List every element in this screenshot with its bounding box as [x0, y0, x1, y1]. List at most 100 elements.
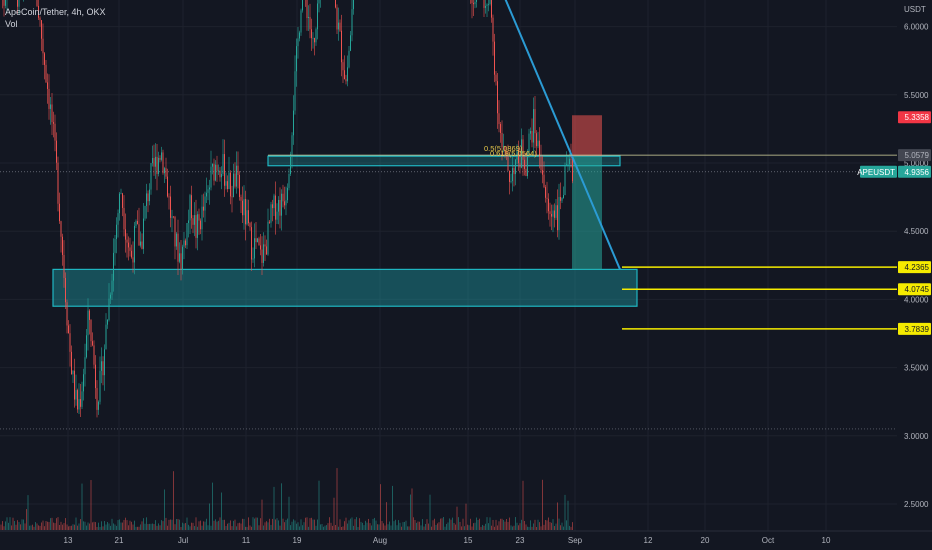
- volume-bar: [266, 521, 267, 530]
- volume-bar: [87, 522, 89, 530]
- resistance-zone: [267, 155, 621, 167]
- volume-bar: [53, 522, 54, 530]
- volume-bar: [36, 523, 38, 530]
- volume-bar: [537, 519, 539, 530]
- volume-bar: [495, 519, 497, 530]
- volume-bar: [305, 517, 306, 530]
- volume-bar: [284, 522, 285, 530]
- candle-body: [518, 149, 519, 164]
- candle-body: [510, 181, 512, 182]
- candle-body: [524, 159, 525, 169]
- candle-body: [174, 216, 176, 247]
- candle-body: [153, 158, 155, 167]
- volume-bar: [360, 521, 362, 530]
- volume-bar: [416, 522, 417, 530]
- volume-bar: [551, 522, 552, 530]
- volume-bar: [161, 520, 162, 530]
- volume-bar: [179, 519, 180, 530]
- volume-bar: [32, 524, 33, 530]
- volume-bar: [419, 521, 420, 530]
- target-1-price-badge: [898, 261, 931, 274]
- candle-body: [498, 113, 500, 125]
- volume-bar: [435, 524, 437, 530]
- candle-body: [233, 173, 234, 197]
- volume-bar: [279, 525, 281, 530]
- candle-body: [261, 249, 263, 263]
- candle-body: [62, 236, 63, 255]
- candle-body: [204, 196, 206, 211]
- volume-bar: [251, 526, 252, 530]
- volume-bar: [134, 520, 135, 530]
- volume-bar: [240, 523, 242, 530]
- candle-body: [141, 241, 143, 249]
- candle-body: [104, 349, 105, 376]
- volume-bar: [413, 517, 414, 530]
- candle-body: [18, 0, 20, 7]
- candle-body: [96, 388, 98, 410]
- price-axis-unit: USDT: [904, 5, 926, 14]
- volume-bar: [111, 518, 113, 530]
- volume-bar: [39, 525, 41, 530]
- volume-bar: [443, 517, 444, 530]
- candle-body: [72, 370, 74, 375]
- volume-bar: [372, 518, 374, 530]
- candle-body: [348, 50, 350, 68]
- volume-bar: [272, 518, 273, 530]
- volume-bar: [21, 519, 23, 530]
- volume-bar: [479, 518, 480, 530]
- candle-body: [540, 157, 542, 171]
- volume-bar: [246, 526, 248, 530]
- candle-body: [183, 240, 185, 247]
- volume-bar: [407, 526, 408, 530]
- candle-body: [341, 30, 342, 63]
- volume-bar: [260, 518, 261, 530]
- volume-bar: [440, 518, 441, 530]
- volume-bar: [539, 522, 540, 530]
- volume-bar: [27, 495, 29, 530]
- volume-bar: [327, 523, 329, 530]
- volume-bar: [150, 523, 152, 530]
- volume-bar: [519, 523, 521, 530]
- candle-body: [212, 163, 213, 167]
- candle-body: [254, 238, 255, 259]
- volume-bar: [303, 522, 305, 530]
- volume-bar: [296, 523, 297, 530]
- volume-bar: [3, 526, 5, 530]
- volume-bar: [288, 496, 290, 530]
- candle-body: [75, 390, 77, 400]
- volume-bar: [114, 524, 116, 530]
- candle-body: [210, 166, 212, 188]
- volume-bar: [350, 518, 351, 530]
- volume-bar: [371, 525, 372, 530]
- candle-body: [567, 164, 569, 166]
- volume-bar: [50, 518, 51, 530]
- volume-bar: [483, 525, 485, 530]
- volume-bar: [96, 526, 98, 530]
- candle-body: [69, 333, 71, 352]
- downtrend-line: [504, 0, 621, 270]
- volume-bar: [162, 521, 164, 530]
- candle-body: [555, 205, 557, 218]
- volume-bar: [359, 518, 360, 530]
- candle-body: [156, 156, 158, 174]
- volume-bar: [8, 522, 9, 530]
- volume-bar: [122, 522, 123, 530]
- candle-body: [552, 210, 554, 217]
- volume-bar: [333, 497, 335, 530]
- candle-body: [563, 194, 564, 199]
- volume-bar: [363, 525, 365, 530]
- volume-bar: [335, 524, 336, 530]
- volume-bar: [414, 520, 416, 530]
- volume-bar: [324, 525, 326, 530]
- volume-bar: [312, 519, 314, 530]
- volume-bar: [351, 517, 353, 530]
- volume-bar: [44, 526, 45, 530]
- volume-bar: [95, 522, 96, 530]
- volume-bar: [267, 522, 269, 530]
- fib-label-a: 0.5(5.0869): [484, 144, 523, 153]
- volume-bar: [30, 525, 32, 530]
- volume-bar: [339, 519, 341, 530]
- candle-body: [53, 122, 54, 124]
